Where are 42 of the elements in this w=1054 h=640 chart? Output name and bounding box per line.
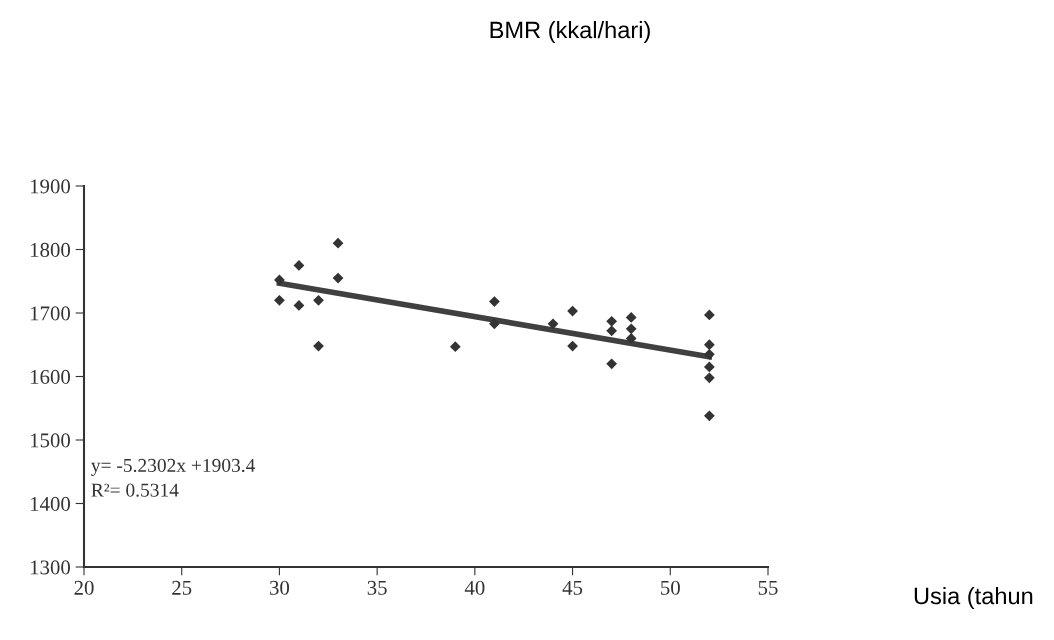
annotation: y= -5.2302x +1903.4 [91, 458, 256, 476]
x-tick-label: 30 [270, 580, 290, 595]
x-tick-label: 45 [562, 580, 583, 595]
point [293, 300, 305, 311]
x-tick-label: 35 [367, 580, 387, 595]
x-tick-label: 55 [758, 581, 778, 595]
point [547, 318, 559, 330]
point [606, 358, 618, 370]
point [625, 333, 637, 344]
point [489, 318, 500, 330]
point [606, 325, 618, 337]
x-tick-label: 50 [661, 580, 680, 595]
point [606, 315, 618, 327]
point [703, 348, 715, 360]
point [332, 272, 344, 284]
x-tick-label: 25 [172, 580, 192, 595]
point [703, 410, 715, 422]
point [449, 341, 461, 353]
x-tick-label: 20 [74, 580, 94, 595]
text: Usia (tahun [914, 586, 1033, 609]
text: BMR (kkal/hari) [490, 21, 650, 43]
y-tick-label: 1800 [30, 242, 71, 257]
point [703, 361, 715, 373]
annotation: R²= 0.5314 [91, 483, 179, 497]
y-tick-label: 1500 [30, 433, 71, 448]
point [703, 339, 715, 351]
point [703, 372, 715, 384]
point [703, 309, 715, 321]
point [293, 260, 305, 271]
point [274, 294, 285, 306]
y-tick-label: 1900 [30, 179, 71, 194]
y-tick-label: 1700 [30, 306, 71, 321]
point [567, 305, 578, 317]
point [332, 237, 344, 249]
point [625, 323, 637, 335]
point [313, 294, 324, 306]
y-tick-label: 1400 [30, 496, 71, 511]
x-tick-label: 40 [464, 580, 485, 595]
y-tick-label: 1600 [30, 369, 71, 384]
y-tick-label: 1300 [30, 560, 71, 575]
point [625, 312, 637, 323]
point [489, 296, 500, 307]
